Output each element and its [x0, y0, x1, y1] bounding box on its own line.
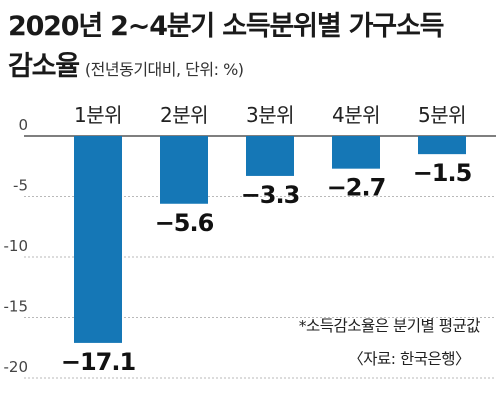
category-label: 2분위: [160, 103, 208, 127]
chart-title-line1: 2020년 2~4분기 소득분위별 가구소득: [8, 11, 444, 42]
y-tick-label: -10: [4, 237, 29, 255]
category-labels: 1분위 2분위 3분위 4분위 5분위: [74, 103, 467, 127]
y-tick-label: -15: [4, 298, 29, 316]
y-axis-ticks: 0 -5 -10 -15 -20: [4, 116, 29, 376]
bar: [332, 136, 380, 169]
data-label: −17.1: [61, 348, 136, 376]
chart-title-main: 감소율: [8, 51, 80, 82]
data-label: −2.7: [327, 174, 386, 202]
bars: [74, 136, 466, 343]
chart-title-line2: 감소율 (전년동기대비, 단위: %): [8, 44, 244, 83]
footnote: *소득감소율은 분기별 평균값: [298, 317, 481, 335]
chart-subtitle-unit: (전년동기대비, 단위: %): [84, 60, 244, 79]
bar: [74, 136, 122, 343]
y-tick-label: -5: [13, 177, 28, 195]
data-label: −3.3: [241, 181, 300, 209]
bar: [160, 136, 208, 204]
data-label: −5.6: [155, 209, 214, 237]
category-label: 5분위: [418, 103, 466, 127]
category-label: 4분위: [332, 103, 380, 127]
source-note: 〈자료: 한국은행〉: [348, 350, 470, 368]
y-tick-label: -20: [4, 358, 29, 376]
category-label: 1분위: [74, 103, 122, 127]
data-label: −1.5: [413, 159, 472, 187]
category-label: 3분위: [246, 103, 294, 127]
data-labels: −17.1 −5.6 −3.3 −2.7 −1.5: [61, 159, 473, 376]
bar: [246, 136, 294, 176]
y-tick-label: 0: [18, 116, 28, 134]
bar: [418, 136, 466, 155]
